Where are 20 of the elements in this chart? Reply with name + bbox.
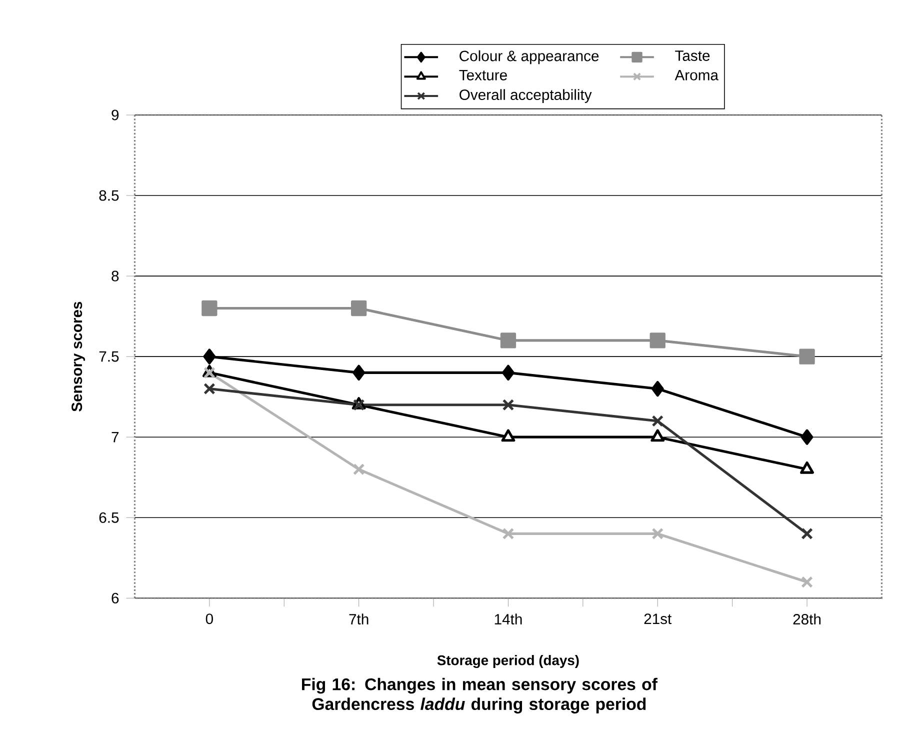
y-tick-label: 6.5 bbox=[99, 512, 119, 523]
y-tick-label: 7.5 bbox=[99, 351, 119, 362]
y-tick-label: 9 bbox=[112, 110, 119, 120]
legend-label: Colour & appearance bbox=[460, 50, 599, 64]
text: Fig 16: Changes in mean sensory scores of Gardencress laddu during storage period bbox=[302, 678, 658, 714]
legend-label: Taste bbox=[675, 50, 710, 61]
x-tick-label: 7th bbox=[349, 613, 368, 624]
legend-label: Texture bbox=[459, 70, 507, 80]
y-axis-title: Sensory scores bbox=[72, 302, 86, 412]
y-tick-label: 7 bbox=[112, 432, 119, 442]
x-tick-label: 28th bbox=[793, 613, 821, 624]
x-tick-label: 14th bbox=[494, 613, 522, 624]
x-axis-title: Storage period (days) bbox=[437, 654, 579, 668]
y-tick-label: 8.5 bbox=[99, 190, 119, 201]
legend-label: Overall acceptability bbox=[460, 89, 592, 103]
x-tick-label: 21st bbox=[644, 613, 672, 624]
y-tick-label: 6 bbox=[112, 592, 119, 604]
legend-label: Aroma bbox=[674, 70, 719, 80]
y-tick-label: 8 bbox=[112, 270, 119, 282]
x-tick-label: 0 bbox=[206, 613, 213, 624]
